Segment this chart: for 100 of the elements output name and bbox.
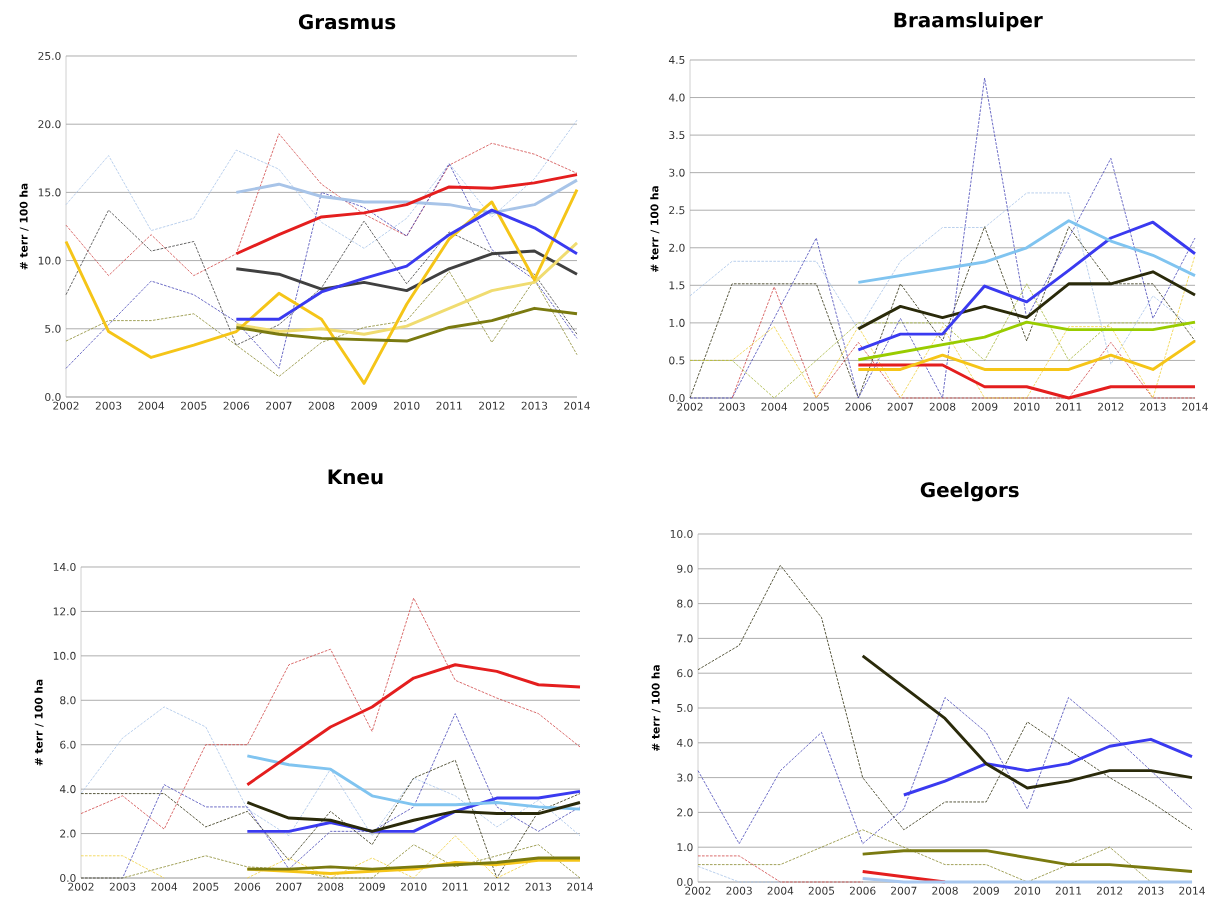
y-tick-label: 4.5 (668, 56, 685, 64)
y-tick-label: 4.0 (676, 738, 693, 747)
x-tick-label: 2004 (138, 401, 165, 410)
x-tick-label: 2013 (1140, 402, 1166, 411)
x-tick-label: 2008 (932, 886, 958, 895)
x-tick-label: 2011 (442, 882, 468, 891)
x-tick-label: 2005 (803, 402, 829, 411)
y-tick-label: 10.0 (670, 529, 693, 539)
chart-title: Kneu (328, 469, 383, 485)
line-series (856, 220, 1197, 352)
x-tick-label: 2014 (564, 401, 590, 410)
y-tick-label: 2.5 (669, 206, 685, 215)
y-tick-label: 1.5 (669, 281, 685, 290)
y-tick-label: 0.0 (677, 877, 693, 887)
line-series (245, 754, 582, 811)
y-tick-label: 6.0 (60, 740, 76, 749)
y-tick-label: 1.0 (677, 843, 693, 852)
x-tick-label: 2002 (685, 886, 711, 895)
y-axis-title: # terr / 100 ha (650, 186, 660, 272)
line-series (234, 208, 579, 321)
x-tick-label: 2003 (95, 401, 122, 410)
line-series (697, 697, 1193, 845)
chart-title: Geelgors (920, 481, 1019, 502)
x-tick-label: 2009 (359, 882, 385, 891)
line-series (245, 856, 582, 871)
y-axis-title: # terr / 100 ha (34, 679, 44, 766)
line-series (65, 133, 578, 276)
x-tick-label: 2004 (761, 402, 788, 411)
line-series (697, 564, 1193, 831)
y-tick-label: 4.0 (668, 93, 685, 102)
chart-title: Braamsluiper (894, 12, 1043, 32)
x-tick-label: 2010 (393, 401, 420, 410)
y-tick-label: 7.0 (677, 634, 693, 643)
line-series (80, 706, 581, 837)
y-tick-label: 0.0 (60, 873, 76, 883)
y-tick-label: 6.0 (677, 669, 693, 678)
chart-title: Grasmus (298, 14, 396, 30)
y-tick-label: 0.0 (45, 392, 61, 402)
x-tick-label: 2009 (973, 886, 999, 895)
x-tick-label: 2006 (849, 886, 876, 895)
line-series (65, 119, 578, 249)
y-tick-label: 3.0 (677, 773, 693, 782)
x-tick-label: 2004 (767, 886, 794, 895)
x-tick-label: 2006 (223, 401, 250, 410)
line-series (902, 737, 1194, 797)
x-tick-label: 2010 (400, 882, 427, 891)
x-tick-label: 2005 (193, 882, 219, 891)
y-tick-label: 8.0 (60, 696, 76, 705)
y-axis-title: # terr / 100 ha (651, 665, 661, 751)
x-tick-label: 2012 (479, 401, 505, 410)
line-series (65, 209, 578, 346)
x-tick-label: 2014 (1182, 402, 1208, 411)
y-tick-label: 3.0 (669, 168, 685, 177)
x-tick-label: 2007 (887, 402, 914, 411)
y-tick-label: 0.5 (669, 356, 685, 365)
x-tick-label: 2011 (436, 401, 462, 410)
line-series (65, 271, 578, 377)
y-tick-label: 10.0 (53, 651, 76, 660)
y-tick-label: 14.0 (53, 562, 76, 572)
y-tick-label: 8.0 (677, 599, 693, 608)
x-tick-label: 2012 (1098, 402, 1124, 411)
x-tick-label: 2002 (677, 402, 703, 411)
x-tick-label: 2002 (53, 401, 79, 410)
x-tick-label: 2008 (317, 882, 344, 891)
y-tick-label: 2.0 (669, 243, 685, 252)
line-series (64, 188, 579, 385)
x-tick-label: 2011 (1055, 886, 1082, 895)
x-tick-label: 2004 (151, 882, 178, 891)
line-series (245, 663, 582, 787)
x-tick-label: 2006 (234, 882, 261, 891)
x-tick-label: 2008 (308, 401, 335, 410)
y-tick-label: 1.0 (669, 318, 685, 327)
x-tick-label: 2005 (181, 401, 207, 410)
x-tick-label: 2009 (971, 402, 998, 411)
y-tick-label: 4.0 (59, 785, 76, 794)
y-tick-label: 5.0 (45, 324, 61, 333)
y-tick-label: 12.0 (53, 607, 76, 616)
x-tick-label: 2012 (484, 882, 510, 891)
x-tick-label: 2003 (719, 402, 745, 411)
x-tick-label: 2002 (68, 882, 94, 891)
x-tick-label: 2010 (1013, 402, 1040, 411)
line-series (234, 173, 579, 256)
line-series (234, 241, 579, 336)
x-tick-label: 2009 (351, 401, 377, 410)
line-series (65, 163, 578, 369)
x-tick-label: 2008 (929, 402, 956, 411)
x-tick-label: 2007 (266, 401, 292, 410)
y-tick-label: 25.0 (38, 51, 61, 61)
y-tick-label: 9.0 (677, 564, 693, 573)
x-tick-label: 2005 (808, 886, 835, 895)
x-tick-label: 2013 (521, 401, 548, 410)
x-tick-label: 2007 (891, 886, 917, 895)
x-tick-label: 2012 (1096, 886, 1123, 895)
line-series (80, 597, 581, 830)
x-tick-label: 2007 (276, 882, 302, 891)
x-tick-label: 2003 (726, 886, 752, 895)
y-tick-label: 3.5 (669, 131, 685, 140)
y-tick-label: 2.0 (60, 829, 76, 838)
x-tick-label: 2006 (845, 402, 872, 411)
x-tick-label: 2010 (1014, 886, 1041, 895)
